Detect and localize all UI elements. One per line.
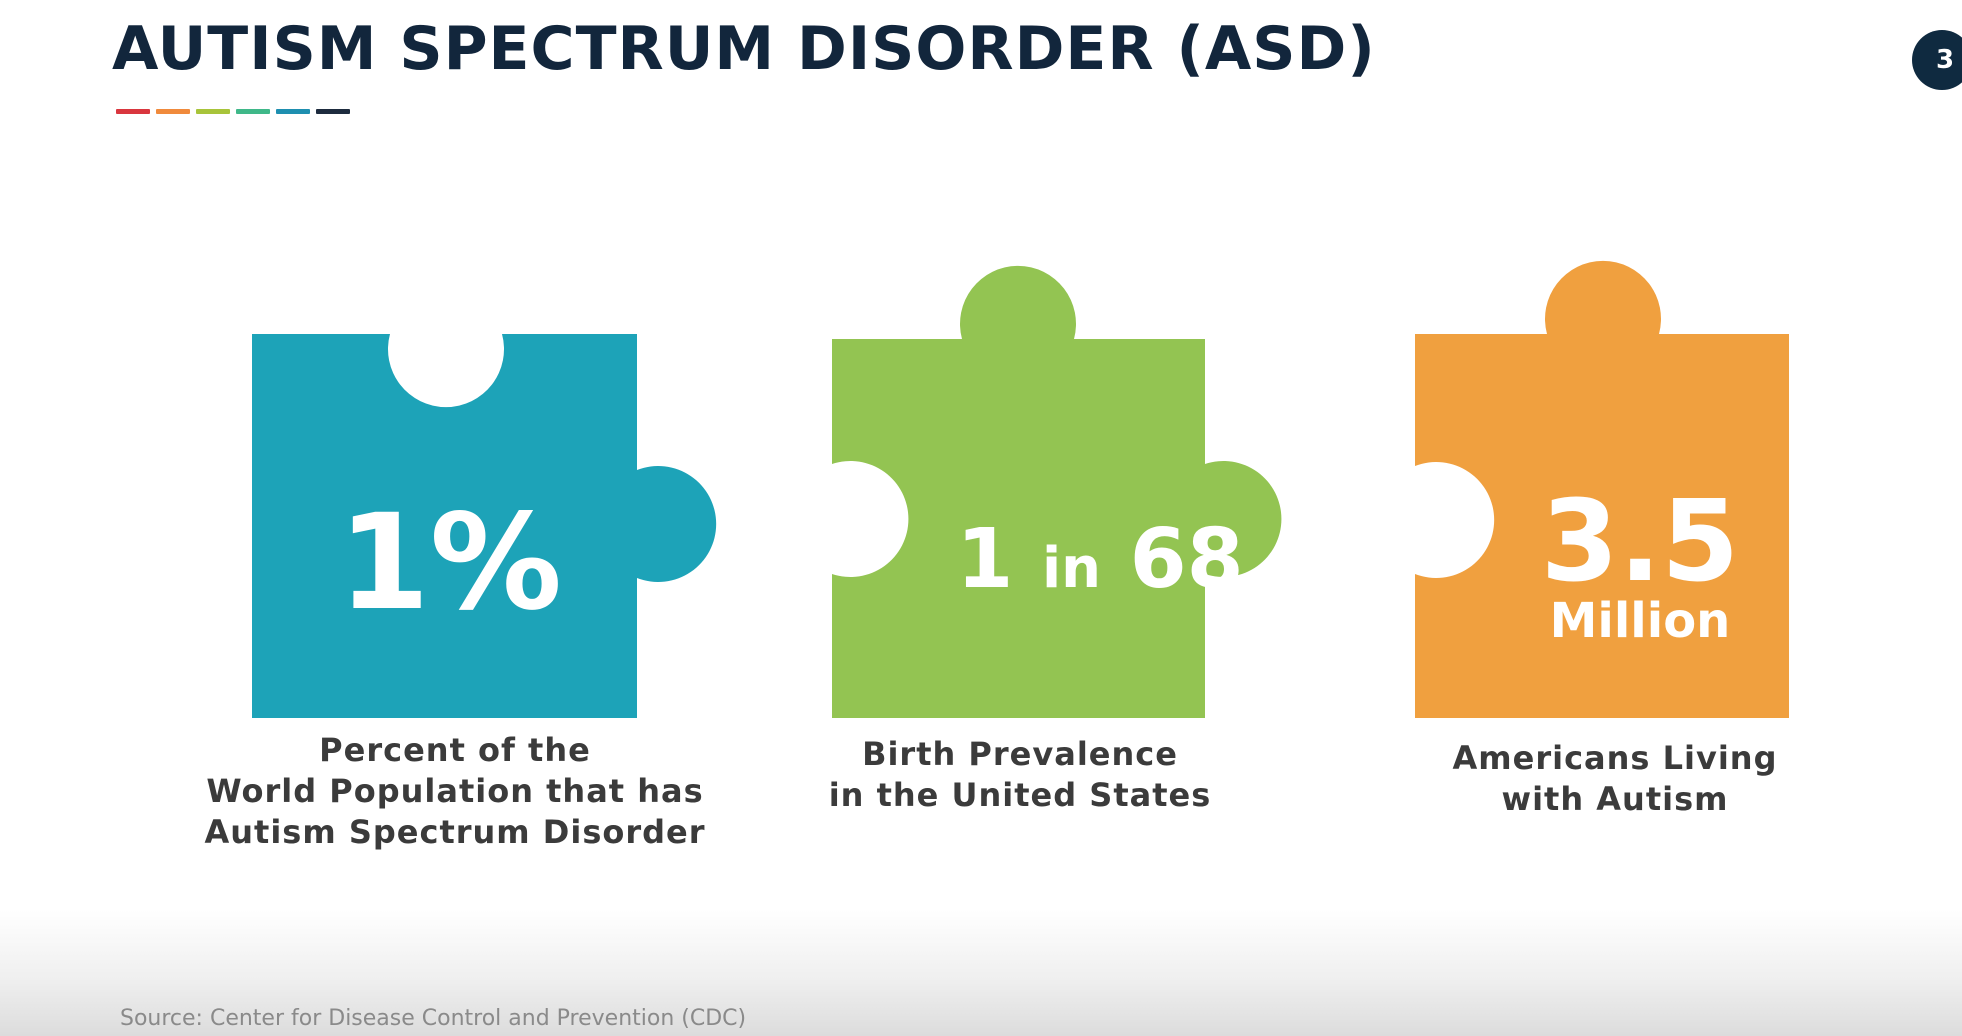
stat-value: 1 in 68	[930, 510, 1270, 619]
caption-line: Percent of the	[319, 731, 591, 769]
accent-segment	[156, 109, 190, 114]
puzzle-piece-icon	[1415, 260, 1789, 718]
accent-segment	[236, 109, 270, 114]
stat-number: 68	[1129, 512, 1244, 607]
caption-line: Autism Spectrum Disorder	[204, 813, 706, 851]
slide-title: AUTISM SPECTRUM DISORDER (ASD)	[112, 14, 1376, 84]
source-citation: Source: Center for Disease Control and P…	[120, 1006, 747, 1031]
accent-segment	[196, 109, 230, 114]
stat-connector: in	[1041, 536, 1101, 601]
stat-unit: Million	[1549, 593, 1731, 649]
stat-caption: Americans Living with Autism	[1390, 738, 1840, 820]
stat-caption: Percent of the World Population that has…	[180, 730, 730, 853]
accent-segment	[316, 109, 350, 114]
puzzle-piece-icon	[252, 334, 717, 718]
caption-line: with Autism	[1501, 780, 1729, 818]
caption-line: in the United States	[828, 776, 1212, 814]
stat-caption: Birth Prevalence in the United States	[770, 734, 1270, 816]
footer-shade	[0, 910, 1962, 1036]
title-accent-rule	[116, 109, 350, 115]
caption-line: Americans Living	[1452, 739, 1778, 777]
accent-segment	[276, 109, 310, 114]
stat-number: 1	[956, 512, 1014, 607]
page-number-badge: 3	[1912, 30, 1962, 90]
caption-line: World Population that has	[206, 772, 704, 810]
caption-line: Birth Prevalence	[862, 735, 1178, 773]
stat-value: 1%	[337, 486, 563, 640]
puzzle-piece-icon	[832, 265, 1282, 718]
stat-value: 3.5	[1540, 477, 1740, 607]
accent-segment	[116, 109, 150, 114]
